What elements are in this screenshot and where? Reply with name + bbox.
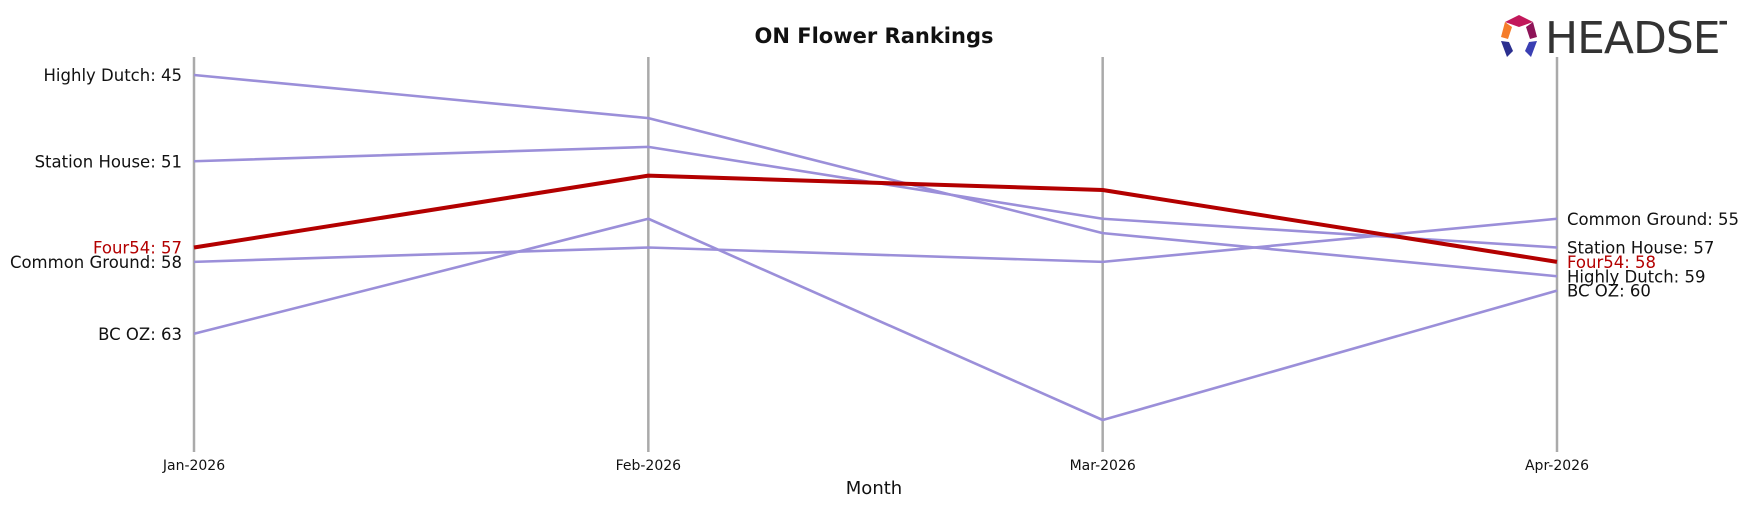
series-end-label: Highly Dutch: 59 [1567, 267, 1705, 286]
series-start-label: Station House: 51 [35, 152, 182, 171]
series-line-four54 [193, 173, 1558, 264]
x-tick-labels: Jan-2026 Feb-2026 Mar-2026 Apr-2026 [162, 458, 1589, 474]
series-end-label: Station House: 57 [1567, 239, 1714, 258]
series-end-label: Four54: 58 [1567, 253, 1656, 272]
x-axis-label: Month [846, 478, 902, 499]
series-start-label: Highly Dutch: 45 [44, 66, 182, 85]
series-start-label: BC OZ: 63 [98, 325, 182, 344]
x-tick-label: Mar-2026 [1070, 458, 1136, 474]
x-tick-label: Jan-2026 [162, 458, 225, 474]
logo-wordmark: HEADSET [1545, 13, 1727, 61]
series-labels: Highly Dutch: 45 Highly Dutch: 59 Station … [10, 66, 1739, 344]
series-end-label: Common Ground: 55 [1567, 210, 1739, 229]
headset-logo: HEADSET [1501, 13, 1727, 61]
series-start-label: Four54: 57 [93, 239, 182, 258]
series-lines [193, 73, 1558, 422]
series-line-common-ground [193, 217, 1558, 264]
series-start-label: Common Ground: 58 [10, 253, 182, 272]
x-tick-label: Feb-2026 [616, 458, 682, 474]
series-line-bc-oz [193, 217, 1558, 422]
series-line-highly-dutch [193, 73, 1558, 278]
series-end-label: BC OZ: 60 [1567, 282, 1651, 301]
chart-title: ON Flower Rankings [755, 24, 994, 48]
series-line-station-house [193, 145, 1558, 249]
month-axes [192, 57, 1559, 452]
x-tick-label: Apr-2026 [1525, 458, 1589, 474]
headset-logo-mark [1501, 15, 1537, 57]
